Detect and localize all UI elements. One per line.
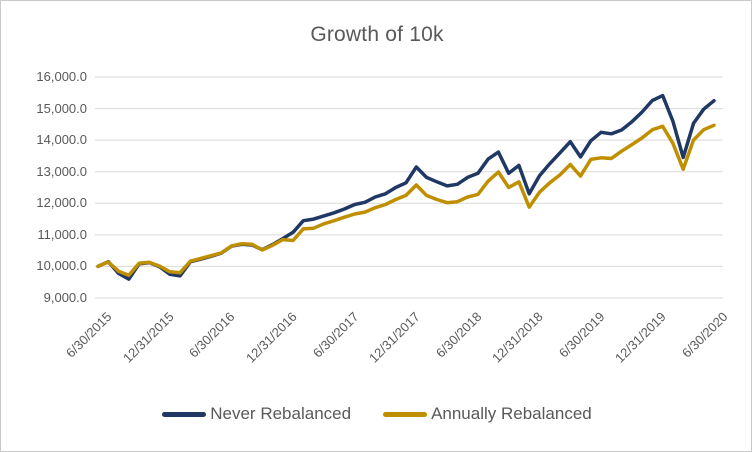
series-line-never-rebalanced [96,93,716,281]
y-axis-tick-label: 16,000.0 [36,69,87,84]
y-axis-tick-label: 9,000.0 [43,290,87,305]
chart-title: Growth of 10k [310,23,444,46]
y-axis-tick-label: 10,000.0 [36,258,87,274]
legend-item-annually-rebalanced: Annually Rebalanced [383,404,592,424]
y-axis-tick-label: 13,000.0 [36,163,87,179]
chart-legend: Never Rebalanced Annually Rebalanced [1,404,751,424]
legend-swatch-annually-rebalanced-icon [383,411,428,417]
series-line-annually-rebalanced [96,123,716,278]
y-axis-tick-label: 15,000.0 [36,100,87,116]
y-axis-tick-label: 12,000.0 [36,195,87,211]
y-axis-tick-label: 11,000.0 [37,226,87,242]
legend-item-never-rebalanced: Never Rebalanced [162,404,351,424]
legend-swatch-never-rebalanced-icon [162,411,207,417]
legend-label-annually-rebalanced: Annually Rebalanced [431,404,592,423]
legend-label-never-rebalanced: Never Rebalanced [210,404,352,423]
y-axis-tick-label: 14,000.0 [36,132,87,148]
